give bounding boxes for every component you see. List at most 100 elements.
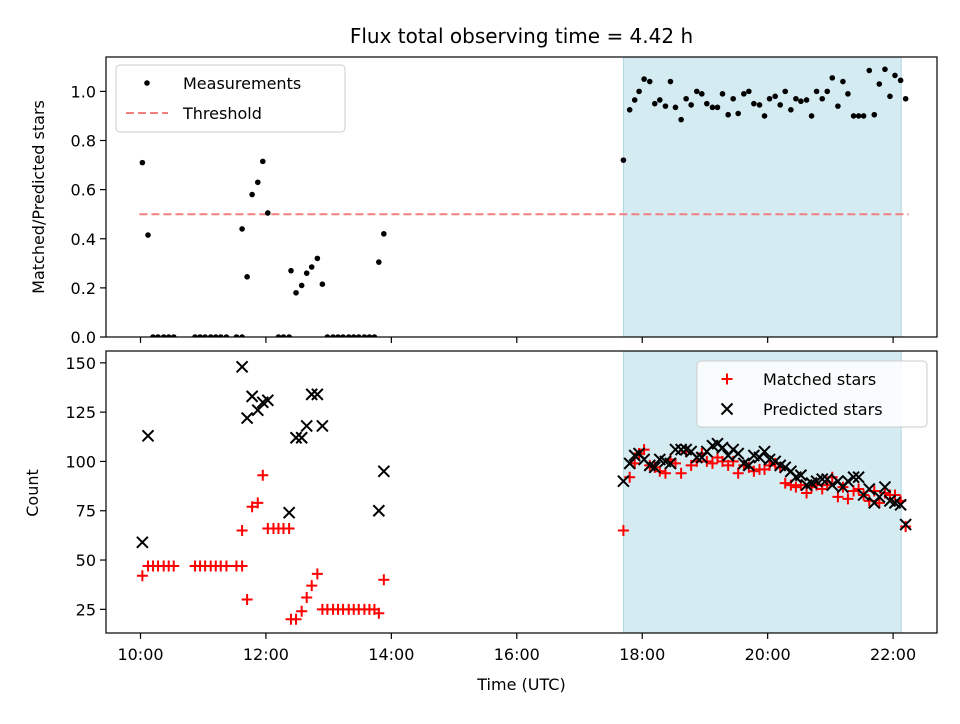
y-tick-label: 0.4 [71, 230, 96, 249]
predicted-point [240, 411, 254, 425]
legend-marker-predicted [720, 402, 734, 416]
legend-marker-matched [721, 373, 733, 385]
x-tick-label: 20:00 [745, 645, 791, 664]
predicted-point [852, 471, 865, 484]
legend-count: Matched stars Predicted stars [696, 360, 928, 428]
measurement-point [808, 113, 815, 119]
measurement-point [340, 334, 346, 337]
measurement-point [871, 111, 878, 118]
panel-count: 10:00 12:00 14:00 16:00 18:00 20:00 22:00 25 50 7… [65, 350, 938, 664]
predicted-point [377, 465, 391, 478]
measurement-point [355, 334, 362, 337]
measurement-point [280, 334, 287, 337]
measurement-point [366, 334, 373, 337]
measurement-point [239, 334, 245, 337]
predicted-point [300, 419, 313, 433]
predicted-point [878, 480, 892, 494]
measurement-point [212, 334, 219, 337]
measurement-point [824, 88, 831, 95]
measurement-point [626, 107, 633, 113]
measurement-point [735, 110, 741, 117]
matched-point [296, 605, 308, 617]
matched-point [290, 613, 302, 625]
matched-point [236, 560, 248, 572]
matched-point [848, 485, 860, 497]
measurement-point [678, 116, 684, 123]
matched-point [617, 524, 629, 536]
measurement-point [155, 334, 161, 337]
measurement-point [709, 104, 716, 111]
matched-point [779, 477, 791, 489]
measurement-point [667, 78, 674, 85]
predicted-point [674, 443, 688, 456]
measurement-point [788, 107, 794, 113]
predicted-point [136, 536, 149, 549]
y-tick-label: 0.6 [71, 181, 96, 200]
matched-point [685, 459, 697, 471]
measurement-point [288, 267, 294, 274]
matched-point [311, 568, 323, 580]
measurement-point [746, 88, 752, 95]
legend-marker-measurements [144, 80, 150, 86]
predicted-point [311, 388, 324, 401]
predicted-point [282, 506, 296, 519]
predicted-point [623, 457, 636, 470]
measurement-point [335, 334, 341, 337]
predicted-point [305, 388, 318, 401]
measurement-point [819, 95, 826, 102]
measurement-point [217, 334, 224, 337]
matched-point [136, 570, 148, 582]
measurement-point [704, 100, 710, 107]
legend-label-measurements: Measurements [183, 74, 301, 93]
measurement-point [303, 270, 310, 276]
plot-area [139, 66, 909, 337]
matched-point [241, 593, 253, 605]
predicted-point [690, 451, 704, 464]
measurement-point [887, 93, 893, 100]
measurement-point [855, 113, 862, 119]
x-axis-label: Time (UTC) [476, 675, 565, 694]
measurement-point [730, 95, 736, 102]
matched-point [675, 467, 687, 479]
matched-point [252, 497, 264, 509]
y-axis-label-count: Count [23, 469, 42, 517]
predicted-point [758, 445, 771, 458]
matched-point [801, 487, 813, 499]
measurement-point [688, 102, 694, 108]
measurement-point [170, 334, 177, 337]
measurement-point [782, 88, 789, 95]
measurement-point [766, 95, 773, 102]
measurement-point [324, 334, 331, 337]
y-tick-label: 1.0 [71, 82, 96, 101]
measurement-point [651, 100, 658, 107]
measurement-point [845, 91, 851, 97]
measurement-point [892, 72, 898, 79]
legend-label-matched: Matched stars [763, 370, 876, 389]
measurement-point [756, 102, 763, 108]
y-tick-label: 75 [76, 502, 96, 521]
matched-point [168, 560, 180, 572]
matched-point [257, 469, 269, 481]
measurement-point [298, 282, 305, 289]
measurement-point [286, 334, 292, 337]
measurement-point [207, 334, 214, 337]
matched-point [220, 560, 232, 572]
measurement-point [876, 81, 883, 87]
y-tick-label: 50 [76, 551, 96, 570]
matched-point [373, 607, 385, 619]
predicted-point [731, 447, 745, 460]
x-tick-label: 14:00 [368, 645, 414, 664]
x-tick-label: 18:00 [619, 645, 665, 664]
predicted-point [648, 461, 661, 474]
predicted-point [863, 482, 876, 496]
x-tick-label: 10:00 [117, 645, 163, 664]
legend-box [696, 360, 928, 428]
matched-point [732, 467, 744, 479]
predicted-point [847, 471, 860, 484]
measurement-point [275, 334, 282, 337]
x-tick-label: 12:00 [243, 645, 289, 664]
measurement-point [244, 274, 250, 280]
measurement-point [656, 97, 663, 103]
measurement-point [850, 113, 857, 119]
